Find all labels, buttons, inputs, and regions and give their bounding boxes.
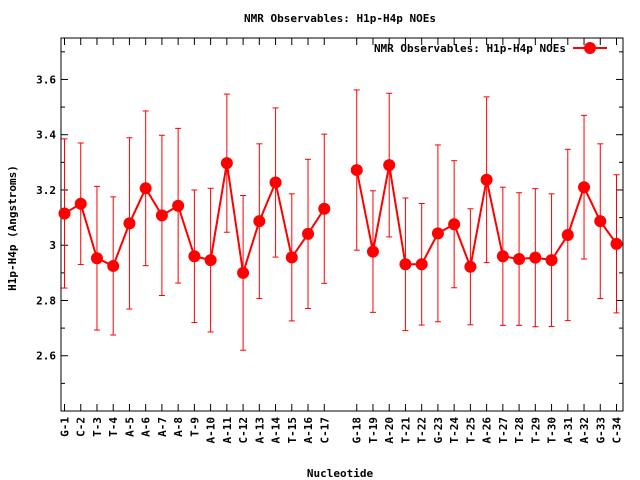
x-tick-label: A-31 xyxy=(562,417,575,444)
data-point xyxy=(350,164,363,177)
x-tick-label: A-7 xyxy=(156,417,169,437)
data-point xyxy=(58,207,71,220)
data-point xyxy=(464,260,477,273)
data-point xyxy=(513,253,526,266)
x-tick-label: C-12 xyxy=(237,417,250,444)
data-point xyxy=(366,245,379,258)
x-tick-label: A-32 xyxy=(578,417,591,444)
data-point xyxy=(496,250,509,263)
data-point xyxy=(448,218,461,231)
x-tick-label: G-1 xyxy=(59,417,72,437)
x-tick-label: T-3 xyxy=(91,417,104,437)
x-tick-label: G-18 xyxy=(351,417,364,444)
x-tick-label: A-13 xyxy=(253,417,266,444)
x-tick-label: T-29 xyxy=(529,417,542,444)
y-tick-label: 3.6 xyxy=(36,73,56,86)
data-point xyxy=(610,237,623,250)
data-point xyxy=(285,251,298,264)
x-axis-label: Nucleotide xyxy=(307,467,374,480)
data-points xyxy=(58,157,623,279)
data-point xyxy=(529,251,542,264)
x-tick-label: T-30 xyxy=(546,417,559,444)
data-point xyxy=(480,173,493,186)
x-tick-label: T-25 xyxy=(464,417,477,444)
data-point xyxy=(545,254,558,267)
data-point xyxy=(383,159,396,172)
legend-marker xyxy=(584,42,596,54)
data-point xyxy=(594,215,607,228)
x-tick-label: A-26 xyxy=(481,417,494,444)
data-point xyxy=(318,202,331,215)
x-tick-label: A-6 xyxy=(140,417,153,437)
x-tick-label: T-28 xyxy=(513,417,526,444)
x-tick-label: C-2 xyxy=(75,417,88,437)
x-tick-label: A-16 xyxy=(302,417,315,444)
chart-title: NMR Observables: H1p-H4p NOEs xyxy=(244,12,436,25)
x-tick-label: T-21 xyxy=(399,417,412,444)
data-point xyxy=(139,182,152,195)
x-tick-label: A-11 xyxy=(221,417,234,444)
x-tick-label: T-4 xyxy=(107,417,120,437)
error-bars xyxy=(61,89,620,351)
y-tick-label: 2.6 xyxy=(36,350,56,363)
y-tick-label: 3.2 xyxy=(36,184,56,197)
data-point xyxy=(220,157,233,170)
data-point xyxy=(578,181,591,194)
x-tick-label: A-14 xyxy=(270,417,283,444)
data-point xyxy=(74,197,87,210)
x-tick-label: G-23 xyxy=(432,417,445,444)
data-point xyxy=(172,199,185,212)
data-point xyxy=(123,217,136,230)
plot-frame xyxy=(60,37,624,412)
y-tick-label: 3.4 xyxy=(36,129,56,142)
x-tick-label: C-17 xyxy=(318,417,331,444)
y-tick-label: 2.8 xyxy=(36,294,56,307)
data-point xyxy=(302,227,315,240)
data-point xyxy=(253,215,266,228)
x-tick-label: T-9 xyxy=(188,417,201,437)
x-tick-label: C-34 xyxy=(611,417,624,444)
x-tick-label: T-24 xyxy=(448,417,461,444)
x-tick-label: G-33 xyxy=(594,417,607,444)
data-point xyxy=(90,252,103,265)
x-tick-label: T-27 xyxy=(497,417,510,444)
y-tick-label: 3 xyxy=(49,239,56,252)
x-tick-label: A-20 xyxy=(383,417,396,444)
x-tick-label: A-10 xyxy=(205,417,218,444)
x-tick-label: A-8 xyxy=(172,417,185,437)
x-tick-label: T-19 xyxy=(367,417,380,444)
data-point xyxy=(415,258,428,271)
x-tick-label: A-5 xyxy=(123,417,136,437)
data-point xyxy=(204,254,217,267)
data-point xyxy=(561,228,574,241)
x-axis: G-1 C-2 T-3 T-4 A-5 A-6 A-7 A-8 T-9 A-10 A-11 C-12 A… xyxy=(59,38,624,444)
data-point xyxy=(431,227,444,240)
x-tick-label: T-22 xyxy=(416,417,429,444)
legend: NMR Observables: H1p-H4p NOEs xyxy=(374,42,607,55)
data-point xyxy=(269,176,282,189)
y-axis: 2.6 2.8 3 3.2 3.4 3.6 xyxy=(36,51,623,384)
y-axis-label: H1p-H4p (Angstroms) xyxy=(6,165,19,291)
data-point xyxy=(188,250,201,263)
data-point xyxy=(107,259,120,272)
data-point xyxy=(399,258,412,271)
data-point xyxy=(237,266,250,279)
legend-label: NMR Observables: H1p-H4p NOEs xyxy=(374,42,566,55)
x-tick-label: T-15 xyxy=(286,417,299,444)
data-point xyxy=(155,209,168,222)
